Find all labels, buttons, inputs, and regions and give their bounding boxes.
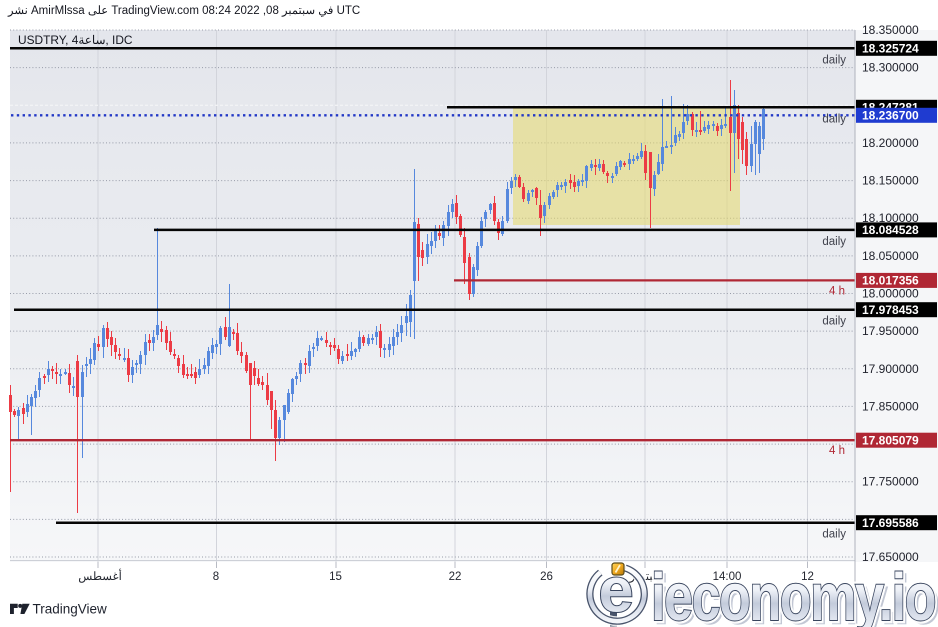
- svg-text:18.350000: 18.350000: [862, 23, 919, 37]
- svg-text:18.236700: 18.236700: [862, 109, 919, 123]
- svg-text:17.650000: 17.650000: [862, 550, 919, 564]
- svg-text:TradingView: TradingView: [33, 602, 108, 617]
- svg-text:22: 22: [449, 571, 462, 583]
- svg-text:18.150000: 18.150000: [862, 174, 919, 188]
- svg-text:17.805079: 17.805079: [862, 433, 919, 447]
- svg-text:17.978453: 17.978453: [862, 303, 919, 317]
- svg-text:26: 26: [540, 571, 553, 583]
- svg-text:ieconomy.io: ieconomy.io: [651, 560, 935, 627]
- svg-text:18.084528: 18.084528: [862, 223, 919, 237]
- svg-text:daily: daily: [822, 113, 846, 125]
- svg-text:17.695586: 17.695586: [862, 516, 919, 530]
- svg-text:18.050000: 18.050000: [862, 249, 919, 263]
- svg-text:12: 12: [801, 571, 814, 583]
- svg-text:17.850000: 17.850000: [862, 399, 919, 413]
- svg-text:18.200000: 18.200000: [862, 136, 919, 150]
- svg-text:17.950000: 17.950000: [862, 324, 919, 338]
- svg-text:4 h: 4 h: [829, 445, 845, 457]
- svg-text:18.017356: 18.017356: [862, 274, 919, 288]
- svg-text:14:00: 14:00: [713, 571, 742, 583]
- svg-text:ieconomy.io: ieconomy.io: [651, 560, 935, 627]
- svg-text:18.325724: 18.325724: [862, 42, 919, 56]
- svg-text:17.900000: 17.900000: [862, 362, 919, 376]
- svg-text:أغسطس: أغسطس: [78, 568, 122, 583]
- svg-text:daily: daily: [822, 236, 846, 248]
- svg-text:ieconomy.io: ieconomy.io: [654, 563, 938, 627]
- svg-text:18.100000: 18.100000: [862, 211, 919, 225]
- svg-text:daily: daily: [822, 529, 846, 541]
- svg-text:17.750000: 17.750000: [862, 475, 919, 489]
- svg-text:18.300000: 18.300000: [862, 61, 919, 75]
- svg-text:daily: daily: [822, 316, 846, 328]
- svg-text:4 h: 4 h: [829, 285, 845, 297]
- svg-text:18.000000: 18.000000: [862, 287, 919, 301]
- svg-text:15: 15: [329, 571, 342, 583]
- svg-text:daily: daily: [822, 54, 846, 66]
- svg-text:8: 8: [213, 571, 219, 583]
